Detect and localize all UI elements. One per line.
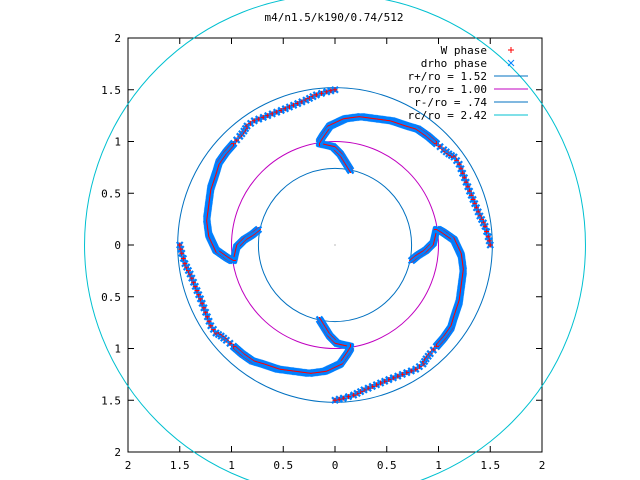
phase-point: [486, 241, 495, 249]
phase-point: [344, 392, 353, 401]
phase-point: [481, 222, 489, 231]
phase-point: [482, 227, 491, 236]
phase-point: [175, 241, 184, 249]
legend-label: drho phase: [421, 57, 487, 70]
legend-label: W phase: [441, 44, 487, 57]
x-tick-label: 2: [125, 459, 132, 472]
x-tick-label: 2: [539, 459, 546, 472]
x-tick-label: 1.5: [170, 459, 190, 472]
phase-point: [349, 391, 358, 399]
y-tick-label: 1: [114, 343, 121, 356]
axis-ticks: 2 1.5 1 0.5 0 0.5 1 1.5 221.510.500.511.52: [101, 32, 545, 472]
radius-circle: [231, 141, 439, 349]
chart-title: m4/n1.5/k190/0.74/512: [264, 11, 403, 24]
legend-label: r+/ro = 1.52: [408, 70, 487, 83]
phase-point: [179, 254, 188, 263]
x-tick-label: 0.5: [273, 459, 293, 472]
y-tick-label: 0.5: [101, 187, 121, 200]
legend-label: ro/ro = 1.00: [408, 83, 487, 96]
x-tick-label: 1: [228, 459, 235, 472]
phase-point: [331, 85, 339, 94]
radius-circles: [84, 0, 586, 480]
phase-point: [331, 396, 339, 405]
phase-point: [317, 89, 326, 98]
radius-circle: [84, 0, 586, 480]
radius-circle: [257, 167, 413, 323]
y-tick-label: 1.5: [101, 84, 121, 97]
y-tick-label: 1.5: [101, 394, 121, 407]
phase-point: [312, 91, 321, 99]
x-tick-label: 0: [332, 459, 339, 472]
legend-label: r-/ro = .74: [414, 96, 487, 109]
x-tick-label: 0.5: [377, 459, 397, 472]
y-tick-label: 2: [114, 32, 121, 45]
x-tick-label: 1.5: [480, 459, 500, 472]
y-tick-label: 0.5: [101, 291, 121, 304]
y-tick-label: 0: [114, 239, 121, 252]
x-tick-label: 1: [435, 459, 442, 472]
legend-label: rc/ro = 2.42: [408, 109, 487, 122]
phase-point: [452, 156, 461, 165]
legend-marker: [507, 59, 515, 67]
phase-point: [181, 259, 189, 268]
origin-dot: [334, 244, 336, 246]
legend-marker: [508, 47, 514, 53]
phase-points: [175, 85, 495, 405]
y-tick-label: 2: [114, 446, 121, 459]
y-tick-label: 1: [114, 136, 121, 149]
